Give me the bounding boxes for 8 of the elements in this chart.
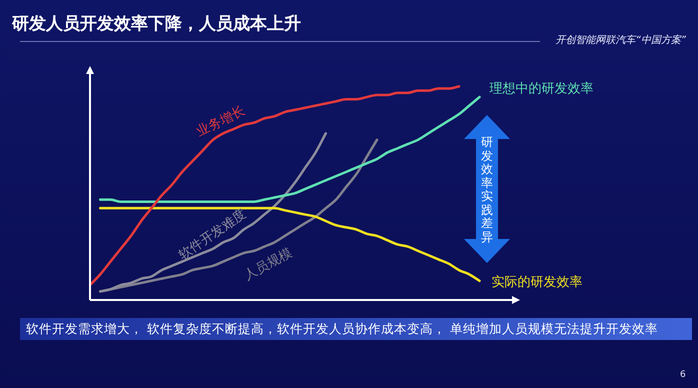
series-label: 理想中的研发效率	[490, 80, 594, 96]
chart-title: 研发人员开发效率下降，人员成本上升	[12, 13, 301, 35]
text: 业务增长	[194, 104, 248, 140]
text: 软件开发需求增大， 软件复杂度不断提高，软件开发人员协作成本变高， 单纯增加人员规模无法提升开发效率	[20, 318, 692, 340]
annotation: 研发效率实践差异	[480, 135, 494, 244]
text: 6	[680, 370, 686, 380]
text: 开创智能网联汽车“中国方案”	[556, 34, 686, 47]
series-label: 实际的研发效率	[492, 274, 582, 290]
